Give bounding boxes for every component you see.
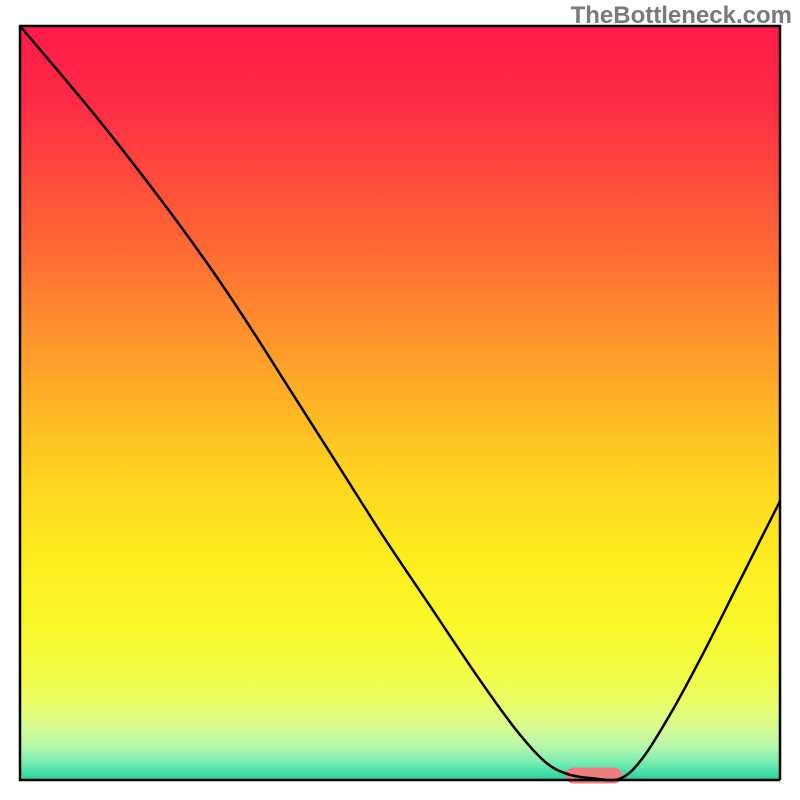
bottleneck-chart [0, 0, 800, 800]
watermark-text: TheBottleneck.com [571, 2, 792, 30]
plot-gradient [20, 26, 780, 780]
chart-container: TheBottleneck.com [0, 0, 800, 800]
